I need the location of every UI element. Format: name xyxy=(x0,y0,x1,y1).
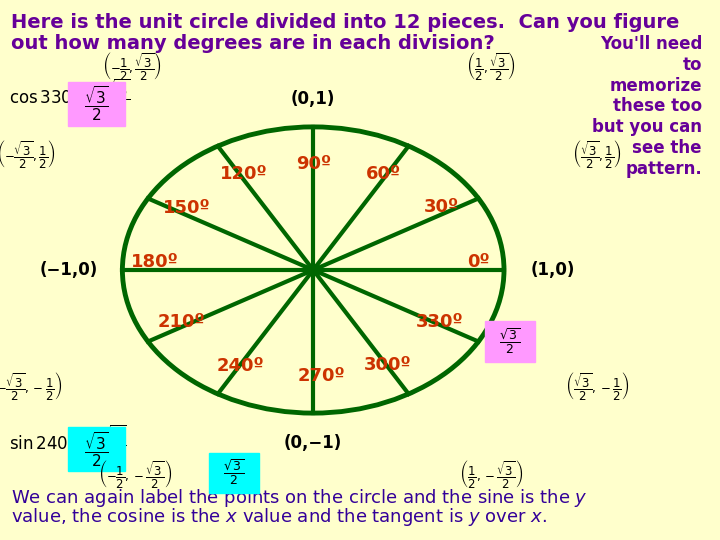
Text: $\dfrac{\sqrt{3}}{2}$: $\dfrac{\sqrt{3}}{2}$ xyxy=(499,327,521,356)
Text: 180º: 180º xyxy=(131,253,179,272)
Text: $\cos 330^\circ = \dfrac{\sqrt{3}}{2}$: $\cos 330^\circ = \dfrac{\sqrt{3}}{2}$ xyxy=(9,77,131,117)
Text: We can again label the points on the circle and the sine is the $y$: We can again label the points on the cir… xyxy=(11,487,588,509)
Text: (−1,0): (−1,0) xyxy=(40,261,97,279)
Text: 60º: 60º xyxy=(366,165,401,183)
Text: $\dfrac{\sqrt{3}}{2}$: $\dfrac{\sqrt{3}}{2}$ xyxy=(223,458,245,487)
Text: $\left(-\dfrac{\sqrt{3}}{2},\dfrac{1}{2}\right)$: $\left(-\dfrac{\sqrt{3}}{2},\dfrac{1}{2}… xyxy=(0,138,55,170)
FancyBboxPatch shape xyxy=(209,453,259,493)
FancyBboxPatch shape xyxy=(485,321,535,362)
Text: (0,1): (0,1) xyxy=(291,90,336,108)
FancyBboxPatch shape xyxy=(68,427,125,471)
Text: 90º: 90º xyxy=(296,154,330,173)
Text: $\left(\dfrac{1}{2},-\dfrac{\sqrt{3}}{2}\right)$: $\left(\dfrac{1}{2},-\dfrac{\sqrt{3}}{2}… xyxy=(459,458,523,490)
Text: 120º: 120º xyxy=(220,165,268,183)
Text: You'll need
to
memorize
these too
but you can
see the
pattern.: You'll need to memorize these too but yo… xyxy=(592,35,702,178)
Text: 210º: 210º xyxy=(157,313,204,331)
Text: 270º: 270º xyxy=(298,367,346,386)
Text: $\left(-\dfrac{\sqrt{3}}{2},-\dfrac{1}{2}\right)$: $\left(-\dfrac{\sqrt{3}}{2},-\dfrac{1}{2… xyxy=(0,370,63,402)
Text: 240º: 240º xyxy=(217,357,264,375)
Text: (0,−1): (0,−1) xyxy=(284,434,342,452)
Text: $\left(\dfrac{\sqrt{3}}{2},-\dfrac{1}{2}\right)$: $\left(\dfrac{\sqrt{3}}{2},-\dfrac{1}{2}… xyxy=(565,370,629,402)
Text: $\left(-\dfrac{1}{2},\dfrac{\sqrt{3}}{2}\right)$: $\left(-\dfrac{1}{2},\dfrac{\sqrt{3}}{2}… xyxy=(102,50,161,82)
Text: 330º: 330º xyxy=(416,313,464,331)
Text: value, the cosine is the $x$ value and the tangent is $y$ over $x$.: value, the cosine is the $x$ value and t… xyxy=(11,506,546,528)
Text: (1,0): (1,0) xyxy=(531,261,575,279)
Text: Here is the unit circle divided into 12 pieces.  Can you figure: Here is the unit circle divided into 12 … xyxy=(11,14,679,32)
Text: $\dfrac{\sqrt{3}}{2}$: $\dfrac{\sqrt{3}}{2}$ xyxy=(84,84,109,123)
Text: out how many degrees are in each division?: out how many degrees are in each divisio… xyxy=(11,34,495,53)
Text: $\sin 240^\circ = \dfrac{\sqrt{3}}{2}$: $\sin 240^\circ = \dfrac{\sqrt{3}}{2}$ xyxy=(9,423,127,463)
Text: 300º: 300º xyxy=(364,356,412,374)
Text: $\left(-\dfrac{1}{2},-\dfrac{\sqrt{3}}{2}\right)$: $\left(-\dfrac{1}{2},-\dfrac{\sqrt{3}}{2… xyxy=(98,458,172,490)
Text: 150º: 150º xyxy=(163,199,210,218)
Text: 30º: 30º xyxy=(424,198,459,217)
Text: $\dfrac{\sqrt{3}}{2}$: $\dfrac{\sqrt{3}}{2}$ xyxy=(84,430,109,469)
Text: 0º: 0º xyxy=(467,253,490,272)
Text: $\left(\dfrac{\sqrt{3}}{2},\dfrac{1}{2}\right)$: $\left(\dfrac{\sqrt{3}}{2},\dfrac{1}{2}\… xyxy=(572,138,622,170)
FancyBboxPatch shape xyxy=(68,82,125,126)
Text: $\left(\dfrac{1}{2},\dfrac{\sqrt{3}}{2}\right)$: $\left(\dfrac{1}{2},\dfrac{\sqrt{3}}{2}\… xyxy=(467,50,516,82)
